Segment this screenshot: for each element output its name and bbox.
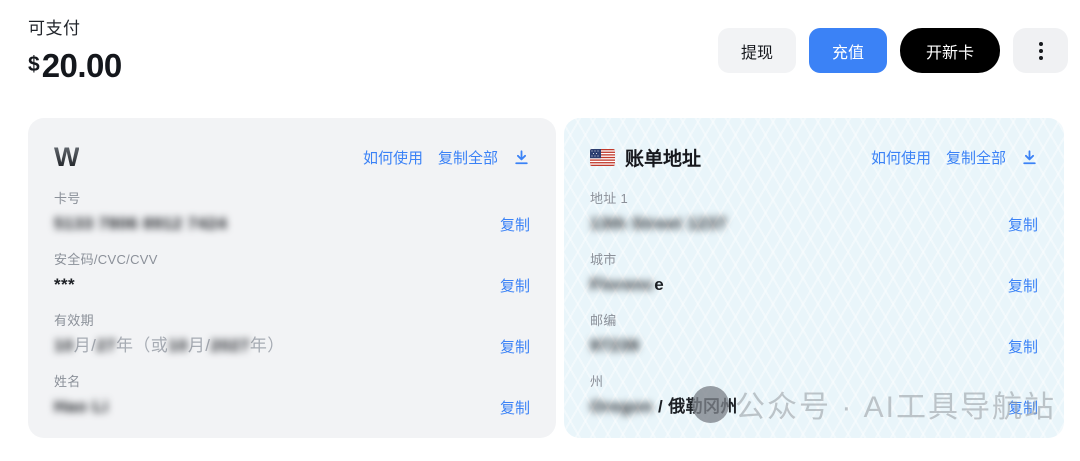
holder-name-value: Hao Li — [54, 397, 109, 416]
copy-cvv[interactable]: 复制 — [499, 277, 530, 295]
wildcard-logo: W — [54, 141, 80, 172]
balance-amount: $20.00 — [28, 47, 1066, 85]
billing-address-panel: 账单地址 如何使用 复制全部 地址 1 13th Street 1237 复制 — [564, 118, 1064, 438]
field-label: 有效期 — [54, 313, 94, 328]
withdraw-button[interactable]: 提现 — [717, 28, 796, 73]
field-label: 州 — [590, 374, 604, 389]
card-brand: W — [54, 141, 80, 172]
more-options-button[interactable] — [1013, 28, 1068, 73]
copy-all-link[interactable]: 复制全部 — [945, 149, 1006, 167]
field-cvv: 安全码/CVC/CVV *** 复制 — [54, 249, 530, 297]
copy-card-number[interactable]: 复制 — [499, 216, 530, 234]
address-panel-title: 账单地址 — [625, 148, 702, 170]
card-info-panel: W 如何使用 复制全部 卡号 5133 7806 8912 7424 复制 — [28, 118, 556, 438]
cvv-value: *** — [54, 275, 76, 294]
card-panel-header: W 如何使用 复制全部 — [54, 140, 530, 174]
card-number-value: 5133 7806 8912 7424 — [54, 214, 228, 233]
action-buttons: 提现 充值 开新卡 — [717, 28, 1068, 73]
copy-city[interactable]: 复制 — [1007, 277, 1038, 295]
address-line1-value: 13th Street 1237 — [590, 214, 727, 233]
zip-value: 97239 — [590, 336, 640, 355]
panels-container: W 如何使用 复制全部 卡号 5133 7806 8912 7424 复制 — [0, 118, 1080, 438]
new-card-button[interactable]: 开新卡 — [899, 28, 1000, 73]
field-label: 安全码/CVC/CVV — [54, 252, 158, 267]
field-label: 姓名 — [54, 374, 81, 389]
download-icon[interactable] — [513, 149, 530, 166]
field-address-line1: 地址 1 13th Street 1237 复制 — [590, 188, 1038, 236]
balance-value: 20.00 — [41, 47, 123, 84]
field-label: 卡号 — [54, 191, 81, 206]
field-card-number: 卡号 5133 7806 8912 7424 复制 — [54, 188, 530, 236]
field-expiry: 有效期 10月/27年（或10月/2027年） 复制 — [54, 310, 530, 358]
expiry-value: 10月/27年（或10月/2027年） — [54, 336, 285, 355]
field-city: 城市 Florence 复制 — [590, 249, 1038, 297]
field-label: 城市 — [590, 252, 617, 267]
address-fields: 地址 1 13th Street 1237 复制 城市 Florence 复制 … — [590, 188, 1038, 420]
topup-button[interactable]: 充值 — [808, 28, 887, 73]
card-header-links: 如何使用 复制全部 — [363, 147, 530, 168]
download-icon[interactable] — [1021, 149, 1038, 166]
balance-label: 可支付 — [28, 19, 81, 38]
address-panel-header: 账单地址 如何使用 复制全部 — [590, 140, 1038, 174]
field-holder-name: 姓名 Hao Li 复制 — [54, 371, 530, 419]
vertical-dots-icon — [1038, 41, 1043, 60]
field-label: 地址 1 — [590, 191, 629, 206]
field-state: 州 Oregon / 俄勒冈州 复制 — [590, 371, 1038, 419]
copy-zip[interactable]: 复制 — [1007, 338, 1038, 356]
field-zip: 邮编 97239 复制 — [590, 310, 1038, 358]
address-header-links: 如何使用 复制全部 — [871, 147, 1038, 168]
currency-symbol: $ — [28, 53, 40, 76]
how-to-use-link[interactable]: 如何使用 — [362, 149, 423, 167]
card-fields: 卡号 5133 7806 8912 7424 复制 安全码/CVC/CVV **… — [54, 188, 530, 420]
state-value: Oregon / 俄勒冈州 — [590, 397, 738, 416]
copy-all-link[interactable]: 复制全部 — [437, 149, 498, 167]
city-value: Florence — [590, 275, 665, 294]
copy-address-line1[interactable]: 复制 — [1007, 216, 1038, 234]
copy-state[interactable]: 复制 — [1007, 399, 1038, 417]
us-flag-icon — [590, 148, 615, 166]
how-to-use-link[interactable]: 如何使用 — [870, 149, 931, 167]
field-label: 邮编 — [590, 313, 617, 328]
copy-holder-name[interactable]: 复制 — [499, 399, 530, 417]
header-bar: 可支付 $20.00 提现 充值 开新卡 — [0, 0, 1080, 118]
copy-expiry[interactable]: 复制 — [499, 338, 530, 356]
